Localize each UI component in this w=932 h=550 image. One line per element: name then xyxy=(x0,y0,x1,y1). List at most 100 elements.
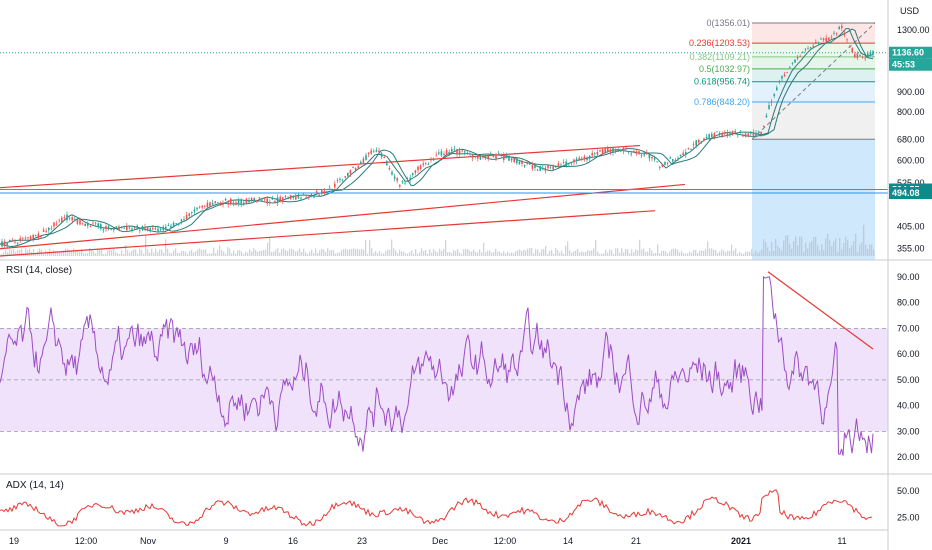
candle-body xyxy=(721,134,723,136)
candle-body xyxy=(443,153,445,155)
volume-bar xyxy=(523,249,525,256)
volume-bar xyxy=(401,251,403,256)
fib-level-label: 0.786(848.20) xyxy=(694,97,750,107)
volume-bar xyxy=(771,242,773,256)
candle-body xyxy=(776,87,778,91)
volume-bar xyxy=(211,253,213,256)
adx-pane[interactable]: 50.00 25.00 ADX (14, 14) xyxy=(0,480,920,527)
candle-body xyxy=(308,197,310,199)
candle-body xyxy=(458,150,461,154)
rsi-axis[interactable]: 90.00 80.00 70.00 60.00 50.00 40.00 30.00 20.00 xyxy=(897,272,920,462)
candle-body xyxy=(557,163,560,167)
candle-body xyxy=(682,152,684,156)
volume-bar xyxy=(463,249,465,256)
volume-bar xyxy=(567,241,569,256)
candle-body xyxy=(773,94,775,96)
volume-bar xyxy=(615,248,617,256)
candle-body xyxy=(165,226,167,230)
candle-body xyxy=(656,161,658,163)
price-tick-label: 680.00 xyxy=(897,134,925,144)
time-tick-label: 11 xyxy=(837,536,846,546)
volume-bar xyxy=(467,249,469,256)
volume-bar xyxy=(297,250,299,256)
volume-bar xyxy=(355,249,357,256)
fib-zone xyxy=(752,56,875,69)
rsi-trendline[interactable] xyxy=(767,271,874,350)
candle-body xyxy=(555,166,557,168)
volume-bar xyxy=(863,224,865,256)
candle-body xyxy=(425,163,427,165)
volume-bar xyxy=(337,252,339,256)
volume-bar xyxy=(95,253,97,256)
rsi-line xyxy=(0,275,874,456)
volume-bar xyxy=(563,253,565,256)
candle-body xyxy=(89,226,92,228)
time-axis[interactable]: 19 12:00 Nov 9 16 23 Dec 12:00 14 21 2021 11 xyxy=(9,536,847,546)
candle-body xyxy=(763,125,765,127)
volume-bar xyxy=(205,249,207,256)
rsi-pane[interactable]: 90.00 80.00 70.00 60.00 50.00 40.00 30.00 20.00… xyxy=(0,265,920,462)
volume-bar xyxy=(239,250,241,256)
volume-bar xyxy=(641,249,643,256)
countdown-tag: 45:53 xyxy=(892,60,915,70)
volume-bar xyxy=(797,245,799,256)
candle-body xyxy=(188,213,190,216)
candle-body xyxy=(313,196,315,198)
volume-bar xyxy=(767,247,769,256)
candle-body xyxy=(35,234,37,236)
volume-bar xyxy=(847,239,849,256)
volume-bar xyxy=(357,248,359,256)
candle-body xyxy=(599,150,601,152)
horizontal-levels[interactable] xyxy=(0,52,888,194)
candle-body xyxy=(768,105,770,109)
candle-body xyxy=(269,201,271,203)
candle-body xyxy=(851,48,853,53)
candle-body xyxy=(547,165,549,169)
volume-bar xyxy=(673,248,675,256)
candle-body xyxy=(139,230,141,232)
volume-bar xyxy=(227,247,229,256)
volume-bar xyxy=(721,249,723,256)
candle-body xyxy=(341,179,344,181)
volume-bar xyxy=(591,250,593,256)
volume-bar xyxy=(657,244,659,256)
price-pane[interactable]: 0(1356.01) 0.236(1203.53) 0.382(1109.21) 0.… xyxy=(0,0,932,260)
candle-body xyxy=(724,133,726,134)
volume-bar xyxy=(469,250,471,256)
candle-body xyxy=(700,141,703,142)
volume-bar xyxy=(665,251,667,256)
volume-bar xyxy=(859,244,861,256)
candle-body xyxy=(505,155,508,159)
volume-bar xyxy=(13,249,15,256)
candle-body xyxy=(708,134,710,139)
candle-body xyxy=(692,144,695,146)
price-tick-label: 900.00 xyxy=(897,87,925,97)
candle-body xyxy=(674,159,677,161)
candle-body xyxy=(76,219,79,224)
volume-bar xyxy=(375,251,377,256)
candle-body xyxy=(391,171,393,175)
volume-bar xyxy=(363,249,365,256)
volume-bar xyxy=(435,251,437,256)
price-tick-label: 525.00 xyxy=(897,178,925,188)
volume-bar xyxy=(85,253,87,256)
volume-bar xyxy=(413,253,415,256)
candle-body xyxy=(50,228,53,230)
candle-body xyxy=(586,158,588,161)
candle-body xyxy=(461,150,463,152)
candle-body xyxy=(144,226,146,229)
adx-axis[interactable]: 50.00 25.00 xyxy=(897,486,920,523)
volume-bar xyxy=(739,251,741,256)
candle-body xyxy=(867,53,869,57)
adx-title[interactable]: ADX (14, 14) xyxy=(6,480,64,491)
candle-body xyxy=(578,157,580,161)
rsi-title[interactable]: RSI (14, close) xyxy=(6,265,72,276)
volume-bar xyxy=(737,253,739,256)
volume-bar xyxy=(809,242,811,256)
volume-bar xyxy=(579,252,581,256)
candle-body xyxy=(591,152,593,156)
volume-bar xyxy=(633,252,635,256)
candle-body xyxy=(872,50,874,55)
candle-body xyxy=(118,226,120,230)
